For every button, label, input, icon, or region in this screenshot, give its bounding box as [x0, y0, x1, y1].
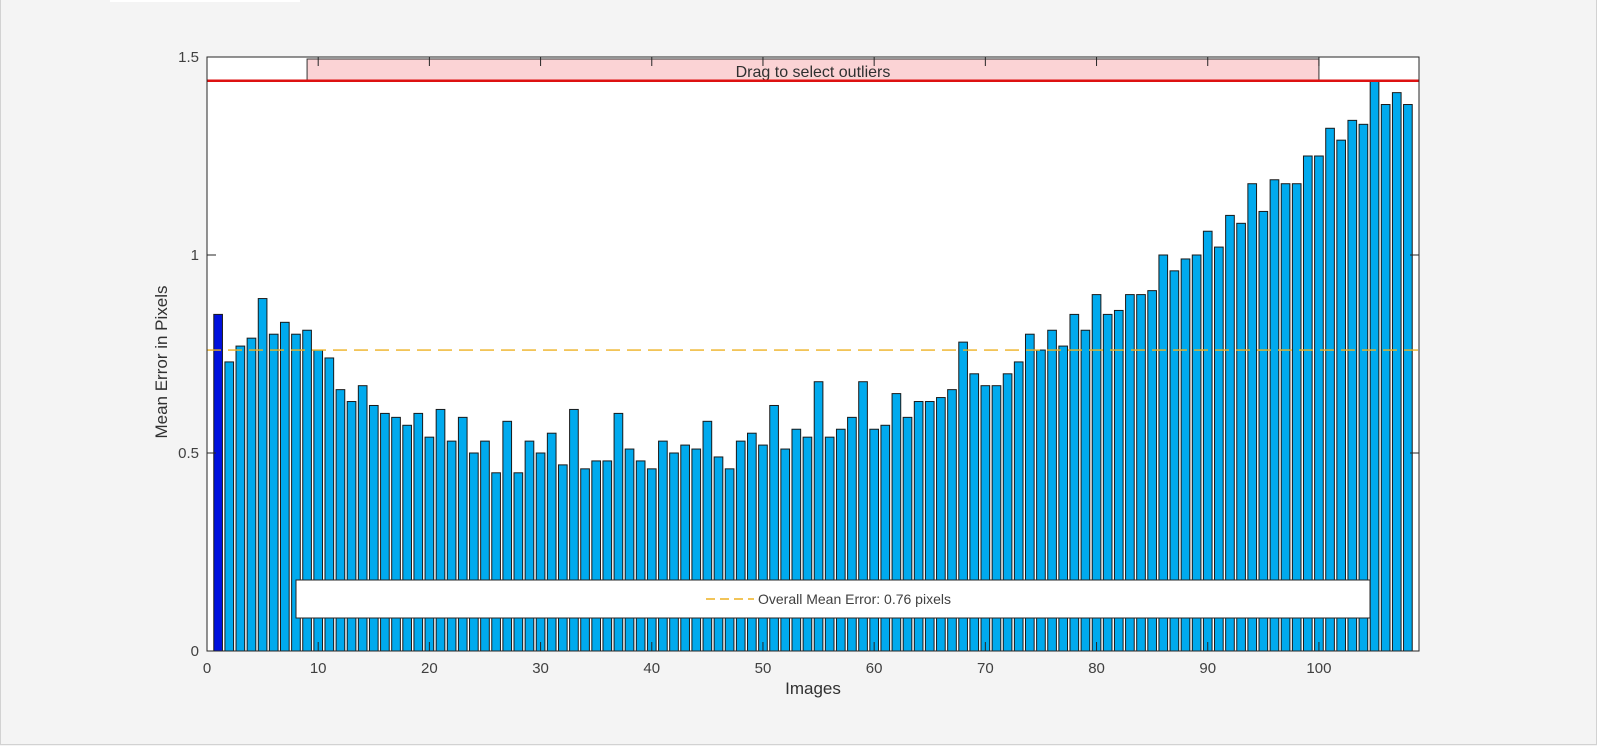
x-tick-label: 90	[1199, 660, 1216, 677]
figure-tab	[110, 0, 300, 2]
axis-ticks	[206, 56, 1419, 652]
bar-image-108[interactable]	[1403, 104, 1413, 652]
y-axis-title: Mean Error in Pixels	[152, 285, 171, 438]
bar-image-36[interactable]	[602, 460, 613, 652]
x-tick-label: 30	[532, 660, 549, 677]
outlier-drag-handle[interactable]: Drag to select outliers	[306, 58, 1320, 82]
bar-image-47[interactable]	[724, 468, 735, 652]
x-tick-label: 60	[866, 660, 883, 677]
bar-image-32[interactable]	[557, 464, 568, 652]
bar-image-56[interactable]	[824, 436, 835, 652]
bar-image-43[interactable]	[680, 444, 690, 652]
bar-image-25[interactable]	[480, 440, 490, 652]
bar-image-105[interactable]	[1369, 80, 1380, 652]
bar-image-54[interactable]	[802, 436, 813, 652]
bar-image-50[interactable]	[758, 444, 768, 652]
y-tick-label: 1.5	[178, 49, 199, 66]
plot-border	[206, 56, 1420, 652]
bar-image-46[interactable]	[713, 456, 724, 652]
bar-image-39[interactable]	[635, 460, 646, 652]
bar-image-41[interactable]	[658, 440, 668, 652]
bar-image-1[interactable]	[213, 313, 223, 652]
drag-handle-label: Drag to select outliers	[736, 64, 891, 81]
bar-image-22[interactable]	[446, 440, 457, 652]
bar-image-48[interactable]	[735, 440, 746, 652]
legend: Overall Mean Error: 0.76 pixels	[295, 579, 1371, 619]
bar-image-102[interactable]	[1336, 139, 1347, 652]
legend-entry-mean: Overall Mean Error: 0.76 pixels	[758, 591, 951, 607]
bar-image-99[interactable]	[1302, 155, 1313, 652]
bar-image-101[interactable]	[1325, 127, 1335, 652]
legend-box	[295, 579, 1371, 619]
bar-image-28[interactable]	[513, 472, 524, 652]
bar-image-29[interactable]	[524, 440, 535, 652]
axis-tick-labels: 0 10 20 30 40 50 60 70 80 90 100 0 0.5 1 1.5	[178, 49, 1331, 677]
x-tick-label: 0	[203, 660, 211, 677]
bar-image-40[interactable]	[646, 468, 657, 652]
bar-image-35[interactable]	[591, 460, 602, 652]
x-axis-title: Images	[785, 679, 841, 698]
bar-image-38[interactable]	[624, 448, 635, 652]
x-tick-label: 70	[977, 660, 994, 677]
bar-image-42[interactable]	[669, 452, 679, 652]
bar-image-3[interactable]	[235, 345, 246, 652]
y-tick-label: 0.5	[178, 445, 199, 462]
x-tick-label: 40	[643, 660, 660, 677]
bar-image-106[interactable]	[1380, 104, 1391, 652]
bar-image-44[interactable]	[691, 448, 702, 652]
bar-image-5[interactable]	[257, 298, 268, 652]
x-tick-label: 10	[310, 660, 327, 677]
bar-image-20[interactable]	[424, 436, 435, 652]
bar-image-100[interactable]	[1314, 155, 1324, 652]
bar-image-30[interactable]	[535, 452, 546, 652]
y-tick-label: 0	[191, 643, 199, 660]
bar-image-4[interactable]	[246, 337, 257, 652]
x-tick-label: 20	[421, 660, 438, 677]
y-tick-label: 1	[191, 247, 199, 264]
bar-image-52[interactable]	[780, 448, 791, 652]
bar-image-104[interactable]	[1358, 123, 1369, 652]
bar-image-103[interactable]	[1347, 119, 1358, 652]
bar-image-2[interactable]	[224, 361, 235, 652]
x-tick-label: 100	[1306, 660, 1331, 677]
bar-image-7[interactable]	[279, 321, 290, 652]
bars-group	[213, 80, 1413, 652]
bar-image-26[interactable]	[491, 472, 501, 652]
bar-image-24[interactable]	[469, 452, 479, 652]
x-tick-label: 50	[755, 660, 772, 677]
bar-image-34[interactable]	[580, 468, 590, 652]
x-tick-label: 80	[1088, 660, 1105, 677]
bar-image-6[interactable]	[268, 333, 279, 652]
bar-image-107[interactable]	[1391, 92, 1402, 652]
